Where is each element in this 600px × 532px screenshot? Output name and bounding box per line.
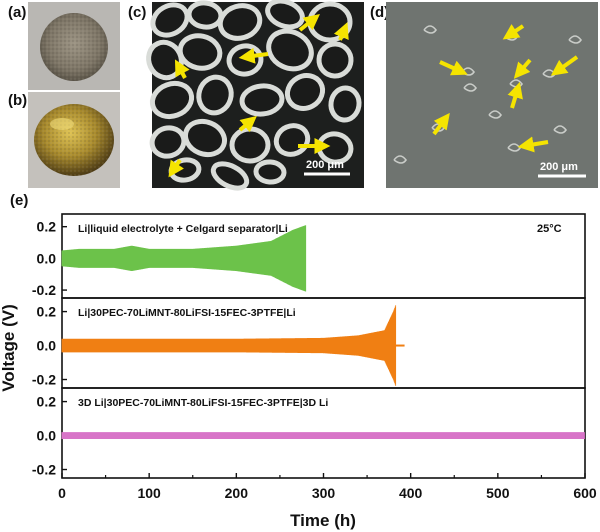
series-line-3 xyxy=(61,432,585,439)
panel-label-a: (a) xyxy=(8,4,27,21)
photo-a xyxy=(28,2,120,90)
y-tick-label: 0.2 xyxy=(37,394,57,410)
y-axis-title: Voltage (V) xyxy=(0,304,18,392)
voltage-panel-3: -0.2 0.0 0.2 3D Li|30PEC-70LiMNT-80LiFSI-15… xyxy=(32,387,586,479)
arrow-indicator xyxy=(238,115,257,133)
arrow-indicator xyxy=(168,158,184,178)
temperature-label: 25°C xyxy=(537,223,562,235)
x-tick-label: 0 xyxy=(58,485,66,501)
foam-cell xyxy=(150,2,190,38)
foam-cell xyxy=(183,118,227,158)
y-tick-label: -0.2 xyxy=(32,282,56,298)
series-label-1: Li|liquid electrolyte + Celgard separato… xyxy=(78,223,288,235)
panel-label-b: (b) xyxy=(8,92,28,109)
y-tick-label: -0.2 xyxy=(32,462,56,478)
foam-cell xyxy=(307,1,353,43)
surface-fleck xyxy=(463,83,477,92)
voltage-panel-2: -0.2 0.0 0.2 Li|30PEC-70LiMNT-80LiFSI-15FEC… xyxy=(32,297,586,389)
photo-b xyxy=(28,92,120,188)
panel-label-e: (e) xyxy=(10,192,29,209)
foam-cell xyxy=(210,161,250,191)
arrow-indicator xyxy=(550,55,579,76)
scale-label-d: 200 μm xyxy=(540,161,578,173)
arrow-indicator xyxy=(507,81,523,109)
x-tick-label: 400 xyxy=(399,485,423,501)
surface-fleck xyxy=(553,125,567,134)
y-tick-label: 0.2 xyxy=(37,304,57,320)
sem-image-d: 200 μm xyxy=(386,2,598,188)
foam-cell xyxy=(196,74,234,116)
arrow-indicator xyxy=(439,60,468,76)
x-tick-label: 300 xyxy=(312,485,336,501)
arrow-indicator xyxy=(517,136,549,153)
y-tick-label: 0.0 xyxy=(37,428,57,444)
foam-cell xyxy=(265,0,305,30)
y-tick-label: 0.0 xyxy=(37,250,57,266)
arrow-indicator xyxy=(502,24,525,40)
surface-fleck xyxy=(423,25,437,34)
foam-cell xyxy=(266,28,314,72)
series-line-1 xyxy=(61,225,307,292)
arrow-indicator xyxy=(513,58,532,79)
y-tick-label: 0.2 xyxy=(37,219,57,235)
foam-cell xyxy=(177,33,223,71)
x-tick-label: 600 xyxy=(573,485,597,501)
foam-cell xyxy=(217,3,263,41)
foam-cell xyxy=(229,126,271,164)
x-tick-label: 200 xyxy=(225,485,249,501)
series-label-3: 3D Li|30PEC-70LiMNT-80LiFSI-15FEC-3PTFE|… xyxy=(78,397,328,409)
foam-cell xyxy=(284,73,326,111)
scale-label-c: 200 μm xyxy=(306,159,344,171)
foam-cell xyxy=(186,0,224,30)
foam-cell xyxy=(316,41,354,79)
y-tick-label: -0.2 xyxy=(32,372,56,388)
foam-cell xyxy=(328,85,362,123)
surface-fleck xyxy=(393,155,407,164)
voltage-panel-1: -0.2 0.0 0.2 Li|liquid electrolyte + Celgar… xyxy=(32,213,586,299)
surface-fleck xyxy=(568,35,582,44)
foam-cell xyxy=(253,159,287,185)
surface-fleck xyxy=(488,110,502,119)
cycling-chart: -0.2 0.0 0.2 Li|liquid electrolyte + Celgar… xyxy=(0,213,597,530)
series-line-2 xyxy=(61,305,397,386)
arrow-indicator xyxy=(238,47,269,64)
panel-label-d: (d) xyxy=(370,4,390,21)
x-tick-label: 100 xyxy=(137,485,161,501)
foam-cell xyxy=(149,80,195,120)
arrow-indicator xyxy=(432,112,450,136)
x-axis-title: Time (h) xyxy=(290,511,356,530)
series-label-2: Li|30PEC-70LiMNT-80LiFSI-15FEC-3PTFE|Li xyxy=(78,307,296,319)
arrow-indicator xyxy=(298,14,320,32)
y-tick-label: 0.0 xyxy=(37,338,57,354)
arrow-indicator xyxy=(333,22,349,41)
foam-cell xyxy=(239,83,285,117)
x-tick-label: 500 xyxy=(486,485,510,501)
panel-label-c: (c) xyxy=(128,4,147,21)
sem-image-c: 200 μm xyxy=(146,0,364,191)
arrow-indicator xyxy=(174,59,190,79)
